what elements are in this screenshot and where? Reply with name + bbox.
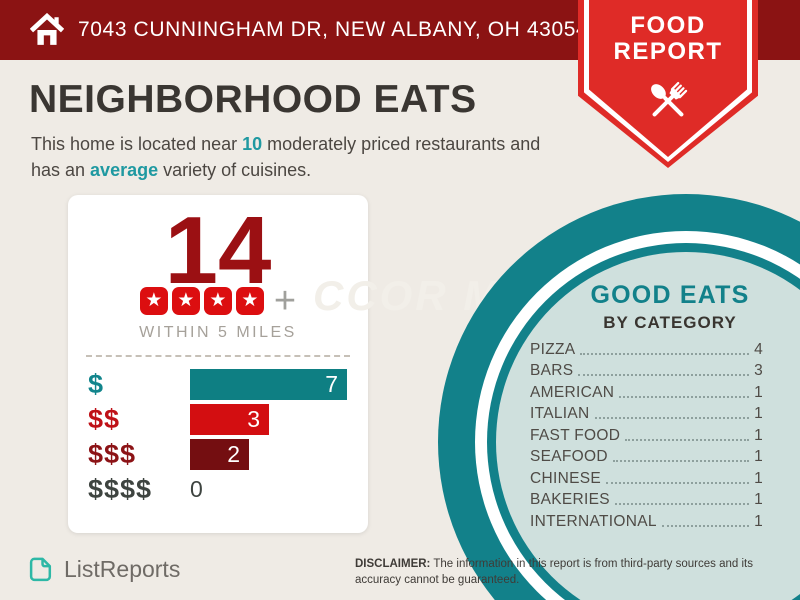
dotted-leader (594, 417, 750, 419)
category-count: 1 (754, 491, 763, 508)
plus-sign: + (273, 280, 297, 322)
category-row: BAKERIES 1 (530, 488, 763, 510)
category-name: INTERNATIONAL (530, 512, 657, 530)
radius-caption: WITHIN 5 MILES (139, 324, 297, 341)
bar-fill: 7 (190, 369, 347, 400)
category-name: SEAFOOD (530, 448, 608, 465)
category-row: BARS 3 (530, 359, 763, 381)
category-count: 1 (754, 512, 763, 530)
price-tier-row: $$$ 2 (88, 439, 355, 470)
category-row: ITALIAN 1 (530, 402, 763, 424)
good-eats-subtitle: BY CATEGORY (603, 313, 737, 332)
subtitle-text: This home is located near (31, 134, 243, 154)
dotted-leader (578, 374, 750, 376)
subtitle-text: has an (31, 160, 91, 181)
category-row: PIZZA 4 (530, 337, 763, 359)
disclaimer-text: The information in this report is from t… (355, 558, 753, 587)
dotted-leader (614, 503, 750, 505)
star-rating: ★ ★ ★ ★ (139, 287, 264, 315)
category-name: CHINESE (530, 469, 602, 487)
category-name: PIZZA (530, 340, 576, 358)
watermark: CCOR MLS (313, 272, 561, 319)
category-count: 1 (754, 426, 763, 444)
ribbon-title-line2: REPORT (613, 38, 723, 66)
page-title: NEIGHBORHOOD EATS (29, 78, 477, 121)
category-count: 1 (754, 383, 763, 401)
category-row: INTERNATIONAL 1 (530, 509, 763, 531)
category-row: CHINESE 1 (530, 466, 763, 488)
category-count: 4 (754, 340, 763, 358)
category-count: 3 (754, 362, 763, 379)
category-row: SEAFOOD 1 (530, 445, 763, 467)
category-name: BAKERIES (530, 491, 610, 508)
food-report-ribbon: FOOD REPORT (578, 0, 758, 168)
category-count: 1 (754, 469, 763, 487)
disclaimer-label: DISCLAIMER: (355, 558, 431, 570)
dotted-leader (625, 438, 750, 441)
category-count: 1 (754, 448, 763, 465)
good-eats-title: GOOD EATS (590, 281, 750, 309)
star-icon: ★ (139, 287, 168, 315)
ribbon-title-line1: FOOD (630, 12, 706, 39)
fork-and-spoon-icon (578, 71, 758, 134)
price-tier-label: $$$$ (88, 474, 153, 504)
category-name: ITALIAN (530, 405, 590, 422)
variety-highlight: average (90, 160, 159, 181)
price-tier-chart: $ 7 $$ 3 $$$ 2 $$$$ 0 (88, 369, 355, 509)
star-icon: ★ (203, 287, 232, 315)
disclaimer: DISCLAIMER: The information in this repo… (355, 556, 773, 588)
listreports-page-icon (29, 557, 52, 582)
bar-value: 7 (325, 371, 338, 397)
dotted-leader (619, 395, 750, 398)
restaurant-stats-card: 14 ★ ★ ★ ★ + WITHIN 5 MILES $ 7 $$ 3 $$$ 2 … (68, 195, 368, 533)
price-tier-row: $$ 3 (88, 404, 355, 435)
brand-name: ListReports (64, 556, 181, 582)
bar-value: 3 (247, 406, 260, 432)
restaurant-total-count: 14 (164, 197, 272, 304)
category-name: AMERICAN (530, 383, 615, 401)
price-tier-row: $ 7 (88, 369, 355, 400)
bar-fill: 3 (190, 404, 269, 435)
price-tier-label: $ (88, 369, 105, 399)
dotted-leader (661, 524, 750, 527)
price-tier-label: $$$ (88, 439, 137, 469)
listreports-logo: ListReports (28, 556, 180, 583)
restaurant-count-highlight: 10 (242, 134, 263, 154)
category-row: AMERICAN 1 (530, 380, 763, 402)
bar-value: 0 (190, 476, 203, 502)
property-address: 7043 CUNNINGHAM DR, NEW ALBANY, OH 43054 (78, 18, 589, 41)
category-row: FAST FOOD 1 (530, 423, 763, 445)
dotted-leader (606, 481, 750, 484)
star-icon: ★ (235, 287, 264, 315)
category-list: PIZZA 4 BARS 3 AMERICAN 1 ITALIAN 1 FAST… (530, 337, 763, 531)
dotted-leader (580, 352, 750, 355)
category-name: BARS (530, 362, 574, 379)
category-name: FAST FOOD (530, 426, 621, 444)
page-subtitle: This home is located near 10 moderately … (31, 131, 591, 183)
bar-fill: 0 (190, 474, 203, 505)
bar-value: 2 (227, 441, 240, 467)
dotted-leader (612, 460, 750, 462)
category-count: 1 (754, 405, 763, 422)
subtitle-text: variety of cuisines. (158, 160, 312, 181)
home-icon (30, 13, 64, 45)
dashed-divider (86, 355, 350, 357)
price-tier-label: $$ (88, 404, 121, 434)
price-tier-row: $$$$ 0 (88, 474, 355, 505)
subtitle-text: moderately priced restaurants and (262, 134, 541, 154)
star-icon: ★ (171, 287, 200, 315)
bar-fill: 2 (190, 439, 249, 470)
